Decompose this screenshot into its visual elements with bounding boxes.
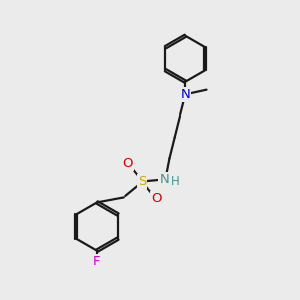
Text: H: H	[171, 175, 180, 188]
Text: N: N	[181, 88, 190, 101]
Text: O: O	[151, 192, 161, 206]
Text: O: O	[123, 157, 133, 170]
Text: S: S	[138, 175, 146, 188]
Text: N: N	[159, 173, 169, 186]
Text: F: F	[93, 255, 101, 268]
